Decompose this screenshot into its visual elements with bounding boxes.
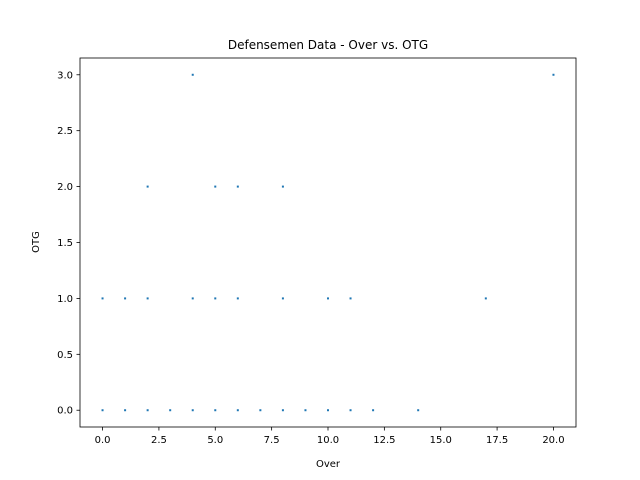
data-point [214,409,217,412]
data-point [349,297,352,300]
y-tick-label: 1.0 [57,294,73,305]
x-tick-label: 0.0 [95,435,111,446]
y-axis-label: OTG [31,231,42,253]
x-tick-label: 20.0 [542,435,564,446]
x-tick-label: 7.5 [264,435,280,446]
data-point [169,409,172,412]
x-tick-label: 12.5 [373,435,395,446]
chart-title: Defensemen Data - Over vs. OTG [228,38,428,52]
x-tick-label: 5.0 [207,435,223,446]
data-point [146,409,149,412]
axes-frame [79,57,577,428]
data-point [191,73,194,76]
data-point [281,185,284,188]
data-point [259,409,262,412]
y-tick-label: 3.0 [57,70,73,81]
data-point [146,297,149,300]
data-point [236,409,239,412]
data-point [236,297,239,300]
data-point [124,409,127,412]
data-point [101,409,104,412]
x-axis-label: Over [316,459,341,470]
y-tick-label: 0.0 [57,406,73,417]
data-point [236,185,239,188]
data-point [214,185,217,188]
data-point [484,297,487,300]
y-tick-label: 2.0 [57,182,73,193]
data-point [327,409,329,412]
data-point [146,185,149,188]
data-point [281,297,284,300]
data-point [417,409,420,412]
data-point [349,409,352,412]
x-tick-label: 10.0 [317,435,339,446]
y-tick-label: 0.5 [57,350,73,361]
y-tick-label: 1.5 [57,238,73,249]
data-point [327,297,329,300]
data-point [304,409,307,412]
data-point [552,73,555,76]
plot-area: 0.0 2.5 5.0 7.5 10.0 12.5 15.0 17.5 20.0 0.0 0.5 1.… [57,57,577,446]
x-tick-label: 2.5 [151,435,167,446]
y-tick-label: 2.5 [57,126,73,137]
data-point [191,409,194,412]
data-point [124,297,127,300]
data-point [281,409,284,412]
data-point [101,297,104,300]
data-point [191,297,194,300]
x-tick-label: 15.0 [430,435,452,446]
data-point [214,297,217,300]
data-point [372,409,375,412]
x-tick-label: 17.5 [486,435,508,446]
